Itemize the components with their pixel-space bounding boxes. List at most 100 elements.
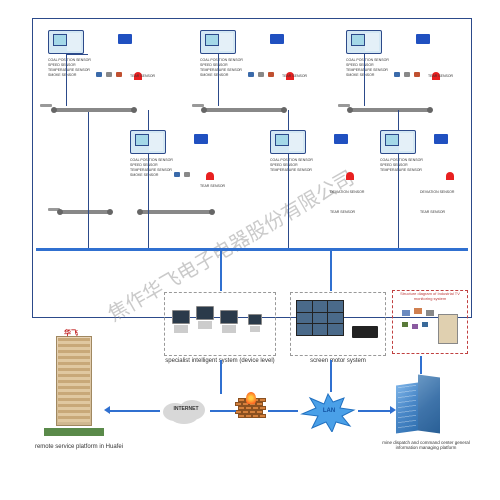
ws-screen [172, 310, 190, 324]
tear-label-2: TEAR SENSOR [282, 74, 307, 79]
blue-module [270, 34, 284, 44]
station-1 [48, 30, 84, 54]
monitor-cell [297, 313, 312, 324]
ws-base [222, 325, 236, 333]
wire [364, 54, 365, 106]
sensor-label: TEAR SENSOR [420, 210, 445, 215]
controller-box [270, 130, 306, 154]
controller-box [130, 130, 166, 154]
siren-icon [446, 172, 454, 180]
wire [88, 112, 89, 248]
sensor-list-6: COAL POSITION SENSOR SPEED SENSOR TEMPER… [380, 158, 423, 173]
structure-mini [398, 306, 462, 350]
controller-box [48, 30, 84, 54]
workstation [220, 310, 238, 333]
wire [398, 110, 399, 130]
sensor-label: TEAR SENSOR [282, 74, 307, 79]
blue-module [334, 134, 348, 144]
remote-label: remote service platform in Huafei [24, 444, 134, 450]
mini-sensor [184, 172, 190, 177]
lan-label: LAN [316, 408, 342, 414]
sensor-label: SMOKE SENSOR [346, 73, 389, 78]
monitor-cell [297, 324, 312, 335]
monitor-cell [297, 301, 312, 312]
station-5 [270, 130, 306, 154]
mini-sensor [258, 72, 264, 77]
firewall-icon [238, 398, 266, 422]
sensor-label: SMOKE SENSOR [200, 73, 243, 78]
sensor-label: SMOKE SENSOR [48, 73, 91, 78]
mini-sensor [96, 72, 102, 77]
arrow [330, 360, 332, 392]
probe [40, 104, 52, 107]
wire [288, 110, 289, 130]
arrow [420, 356, 422, 374]
tear-label-1: TEAR SENSOR [130, 74, 155, 79]
mini-sensor [116, 72, 122, 77]
sensor-label: TEMPERATURE SENSOR [200, 68, 243, 73]
sensor-label: TEAR SENSOR [200, 184, 225, 189]
internet-label: INTERNET [168, 406, 204, 412]
tear-label-4: TEAR SENSOR [200, 184, 225, 189]
wire [220, 251, 222, 291]
monitor-cell [313, 324, 328, 335]
siren-icon [346, 172, 354, 180]
mini-sensor [248, 72, 254, 77]
ws-base [198, 321, 212, 329]
arrow [108, 410, 160, 412]
station-2 [200, 30, 236, 54]
station-4 [130, 130, 166, 154]
sensor-label: DEVIATION SENSOR [420, 190, 454, 195]
mine-label: mine dispatch and command center general… [376, 440, 476, 451]
controller-box [346, 30, 382, 54]
mini-sensor [106, 72, 112, 77]
monitor-cell [328, 324, 343, 335]
wire [398, 154, 399, 248]
sensor-list-5: COAL POSITION SENSOR SPEED SENSOR TEMPER… [270, 158, 313, 173]
conveyor [140, 210, 212, 214]
sensor-list-3: COAL POSITION SENSOR SPEED SENSOR TEMPER… [346, 58, 389, 78]
blue-module [118, 34, 132, 44]
sensor-label: SMOKE SENSOR [130, 173, 173, 178]
sensor-label: TEMPERATURE SENSOR [380, 168, 423, 173]
arrow [358, 410, 392, 412]
wire [218, 54, 219, 106]
conveyor [60, 210, 110, 214]
sensor-list-1: COAL POSITION SENSOR SPEED SENSOR TEMPER… [48, 58, 91, 78]
blue-module [434, 134, 448, 144]
workstation [196, 306, 214, 329]
arrow [210, 410, 236, 412]
tear-label-6: TEAR SENSOR [420, 210, 445, 215]
sensor-label: TEMPERATURE SENSOR [130, 168, 173, 173]
huafei-building: 华飞 [44, 336, 104, 436]
wire [148, 110, 149, 130]
sensor-label: TEAR SENSOR [330, 210, 355, 215]
dev-label-5: DEVIATION SENSOR [330, 190, 364, 195]
monitor-wall [296, 300, 344, 336]
ws-screen [220, 310, 238, 324]
arrow [220, 360, 222, 394]
workstation [172, 310, 190, 333]
tear-label-3: TEAR SENSOR [428, 74, 453, 79]
ws-base [174, 325, 188, 333]
structure-label: Structure diagram of Industrial TV monit… [394, 292, 466, 302]
office-building [396, 376, 440, 432]
ws-base [250, 326, 260, 332]
wire [288, 154, 289, 248]
arrowhead [104, 406, 110, 414]
mini-sensor [174, 172, 180, 177]
wire [148, 154, 149, 248]
sensor-list-2: COAL POSITION SENSOR SPEED SENSOR TEMPER… [200, 58, 243, 78]
station-3 [346, 30, 382, 54]
monitor-cell [313, 301, 328, 312]
conveyor [350, 108, 430, 112]
sensor-label: TEAR SENSOR [130, 74, 155, 79]
dev-label-6: DEVIATION SENSOR [420, 190, 454, 195]
siren-icon [206, 172, 214, 180]
sensor-label: TEMPERATURE SENSOR [346, 68, 389, 73]
sensor-list-4: COAL POSITION SENSOR SPEED SENSOR TEMPER… [130, 158, 173, 178]
ws-screen [248, 314, 262, 325]
wire [330, 251, 332, 291]
mini-sensor [268, 72, 274, 77]
wire [66, 54, 88, 55]
